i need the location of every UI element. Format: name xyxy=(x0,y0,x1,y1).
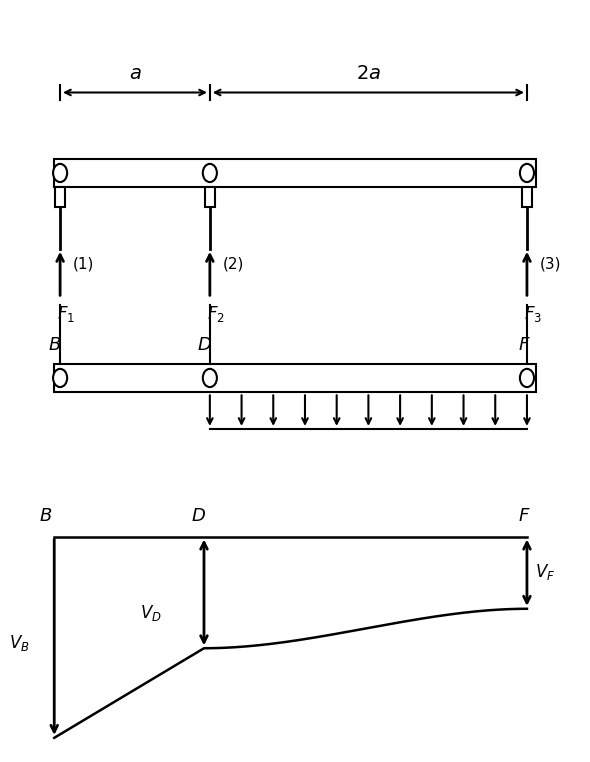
Text: F: F xyxy=(519,337,529,354)
Text: $V_D$: $V_D$ xyxy=(140,603,162,623)
Circle shape xyxy=(520,164,534,182)
Text: D: D xyxy=(191,507,205,525)
Bar xyxy=(522,187,532,207)
Text: F: F xyxy=(519,507,529,525)
Text: $2a$: $2a$ xyxy=(356,64,381,83)
Text: $F_3$: $F_3$ xyxy=(524,304,542,325)
Text: $V_B$: $V_B$ xyxy=(9,633,30,653)
Text: (2): (2) xyxy=(223,257,244,271)
Text: (1): (1) xyxy=(73,257,94,271)
Circle shape xyxy=(53,369,67,387)
Circle shape xyxy=(203,164,217,182)
Text: $V_F$: $V_F$ xyxy=(535,562,555,582)
Circle shape xyxy=(203,369,217,387)
Text: B: B xyxy=(48,337,60,354)
Circle shape xyxy=(53,164,67,182)
Bar xyxy=(55,187,65,207)
Text: (3): (3) xyxy=(540,257,561,271)
Bar xyxy=(54,158,536,187)
Bar xyxy=(205,187,215,207)
Bar xyxy=(54,363,536,392)
Text: $a$: $a$ xyxy=(129,64,142,83)
Circle shape xyxy=(520,369,534,387)
Text: B: B xyxy=(40,507,51,525)
Text: D: D xyxy=(197,337,211,354)
Text: $F_2$: $F_2$ xyxy=(207,304,225,325)
Text: $F_1$: $F_1$ xyxy=(57,304,75,325)
